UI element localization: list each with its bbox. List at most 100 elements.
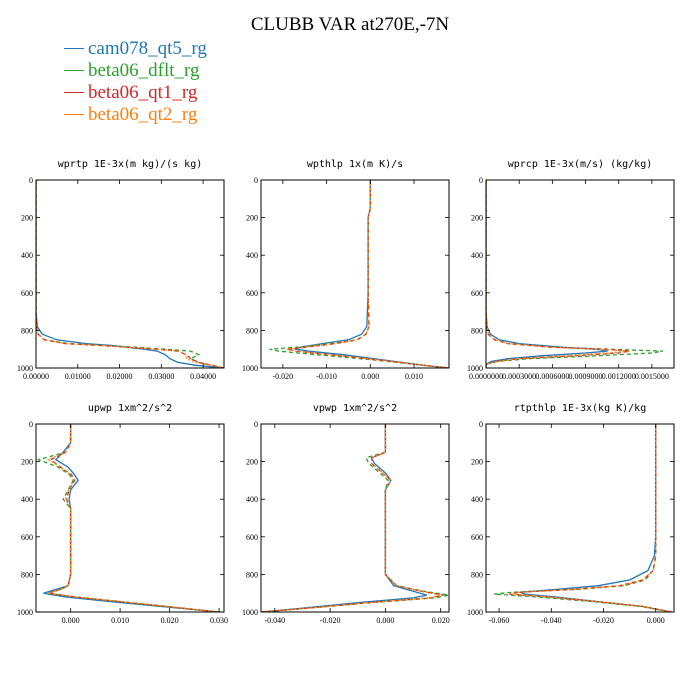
chart-title: CLUBB VAR at270E,-7N: [250, 14, 450, 35]
y-tick-label-3-2: 400: [21, 495, 33, 504]
panel-1: wpthlp 1x(m K)/s 0 200 400 600 800 1000 -0.020 -…: [242, 159, 450, 381]
legend-swatch-2: [64, 91, 84, 94]
y-tick-label-1-3: 600: [246, 289, 258, 298]
y-tick-label-5-2: 400: [471, 495, 483, 504]
x-tick-label-2-3: 0.0009000: [569, 372, 603, 381]
y-tick-label-3-5: 1000: [17, 608, 33, 617]
y-tick-label-2-5: 1000: [467, 364, 483, 373]
series-line-2-2: [486, 180, 630, 368]
legend-label-0: cam078_qt5_rg: [88, 38, 207, 59]
legend-swatch-1: [64, 69, 84, 72]
x-tick-label-0-3: 0.03000: [148, 372, 174, 381]
y-tick-label-4-2: 400: [246, 495, 258, 504]
x-tick-label-4-2: 0.000: [376, 616, 394, 625]
plot-frame-2: [485, 179, 675, 369]
legend-label-2: beta06_qt1_rg: [88, 82, 198, 103]
x-tick-label-2-0: 0.0000000: [469, 372, 503, 381]
series-line-1-2: [287, 180, 449, 368]
x-tick-label-5-0: -0.060: [489, 616, 510, 625]
y-tick-label-4-1: 200: [246, 458, 258, 467]
series-line-3-3: [46, 424, 220, 612]
x-tick-label-4-1: -0.020: [320, 616, 341, 625]
legend-entry-2: beta06_qt1_rg: [64, 82, 207, 104]
x-tick-label-0-2: 0.02000: [107, 372, 133, 381]
x-tick-label-4-3: 0.020: [432, 616, 450, 625]
series-line-2-1: [486, 180, 664, 368]
x-tick-label-1-2: 0.000: [361, 372, 379, 381]
y-tick-label-1-0: 0: [254, 176, 258, 185]
y-tick-label-0-2: 400: [21, 251, 33, 260]
series-line-0-2: [36, 180, 224, 368]
y-tick-label-3-3: 600: [21, 533, 33, 542]
y-tick-label-4-5: 1000: [242, 608, 258, 617]
series-line-5-2: [509, 424, 672, 612]
legend-swatch-0: [64, 47, 84, 50]
series-line-4-3: [261, 424, 441, 612]
y-tick-label-2-1: 200: [471, 214, 483, 223]
y-tick-label-5-4: 800: [471, 570, 483, 579]
legend-label-3: beta06_qt2_rg: [88, 104, 198, 125]
series-line-2-3: [486, 180, 630, 368]
x-tick-label-0-1: 0.01000: [65, 372, 91, 381]
panel-3: upwp 1xm^2/s^2 0 200 400 600 800 1000 0.000 0.01…: [17, 403, 228, 625]
series-line-0-0: [36, 180, 224, 368]
series-line-1-1: [269, 180, 449, 368]
panel-0: wprtp 1E-3x(m kg)/(s kg) 0 200 400 600 800 100…: [17, 159, 225, 381]
panel-4: vpwp 1xm^2/s^2 0 200 400 600 800 1000 -0.040 -0.…: [242, 403, 450, 625]
legend-label-1: beta06_dflt_rg: [88, 60, 200, 81]
y-tick-label-0-3: 600: [21, 289, 33, 298]
y-tick-label-2-2: 400: [471, 251, 483, 260]
x-tick-label-2-5: 0.0015000: [635, 372, 669, 381]
y-tick-label-0-0: 0: [29, 176, 33, 185]
series-line-5-3: [511, 424, 672, 612]
x-tick-label-5-1: -0.040: [541, 616, 562, 625]
plot-frame-1: [260, 179, 450, 369]
y-tick-label-1-4: 800: [246, 326, 258, 335]
x-tick-label-3-2: 0.020: [161, 616, 179, 625]
y-tick-label-0-4: 800: [21, 326, 33, 335]
plot-frame-4: [260, 423, 450, 613]
panel-title-5: rtpthlp 1E-3x(kg K)/kg: [514, 403, 646, 414]
series-line-4-1: [261, 424, 449, 612]
x-tick-label-1-3: 0.010: [405, 372, 423, 381]
x-tick-label-3-1: 0.010: [111, 616, 129, 625]
legend: cam078_qt5_rg beta06_dflt_rg beta06_qt1_…: [64, 38, 207, 126]
series-line-0-1: [36, 180, 224, 368]
series-line-5-1: [493, 424, 672, 612]
x-tick-label-2-2: 0.0006000: [535, 372, 569, 381]
x-tick-label-1-1: -0.010: [316, 372, 337, 381]
panel-title-0: wprtp 1E-3x(m kg)/(s kg): [58, 159, 203, 170]
y-tick-label-0-5: 1000: [17, 364, 33, 373]
x-tick-label-0-0: 0.00000: [23, 372, 49, 381]
series-line-3-0: [43, 424, 220, 612]
panel-title-4: vpwp 1xm^2/s^2: [313, 403, 397, 414]
series-line-5-0: [519, 424, 672, 612]
panel-2: wprcp 1E-3x(m/s) (kg/kg) 0 200 400 600 800 100…: [467, 159, 675, 381]
panel-title-1: wpthlp 1x(m K)/s: [307, 159, 403, 170]
x-tick-label-2-1: 0.0003000: [502, 372, 536, 381]
y-tick-label-5-3: 600: [471, 533, 483, 542]
y-tick-label-0-1: 200: [21, 214, 33, 223]
y-tick-label-1-2: 400: [246, 251, 258, 260]
x-tick-label-0-4: 0.04000: [190, 372, 216, 381]
series-line-1-0: [293, 180, 449, 368]
y-tick-label-2-0: 0: [479, 176, 483, 185]
panel-title-3: upwp 1xm^2/s^2: [88, 403, 172, 414]
series-line-4-2: [261, 424, 444, 612]
y-tick-label-5-5: 1000: [467, 608, 483, 617]
series-line-3-2: [48, 424, 220, 612]
plot-frame-0: [35, 179, 225, 369]
legend-entry-3: beta06_qt2_rg: [64, 104, 207, 126]
y-tick-label-3-1: 200: [21, 458, 33, 467]
x-tick-label-5-2: -0.020: [593, 616, 614, 625]
y-tick-label-4-0: 0: [254, 420, 258, 429]
y-tick-label-1-1: 200: [246, 214, 258, 223]
plot-frame-5: [485, 423, 675, 613]
series-line-4-0: [261, 424, 428, 612]
x-tick-label-4-0: -0.040: [264, 616, 285, 625]
y-tick-label-2-4: 800: [471, 326, 483, 335]
legend-entry-1: beta06_dflt_rg: [64, 60, 207, 82]
y-tick-label-3-4: 800: [21, 570, 33, 579]
x-tick-label-3-3: 0.030: [210, 616, 228, 625]
x-tick-label-3-0: 0.000: [62, 616, 80, 625]
